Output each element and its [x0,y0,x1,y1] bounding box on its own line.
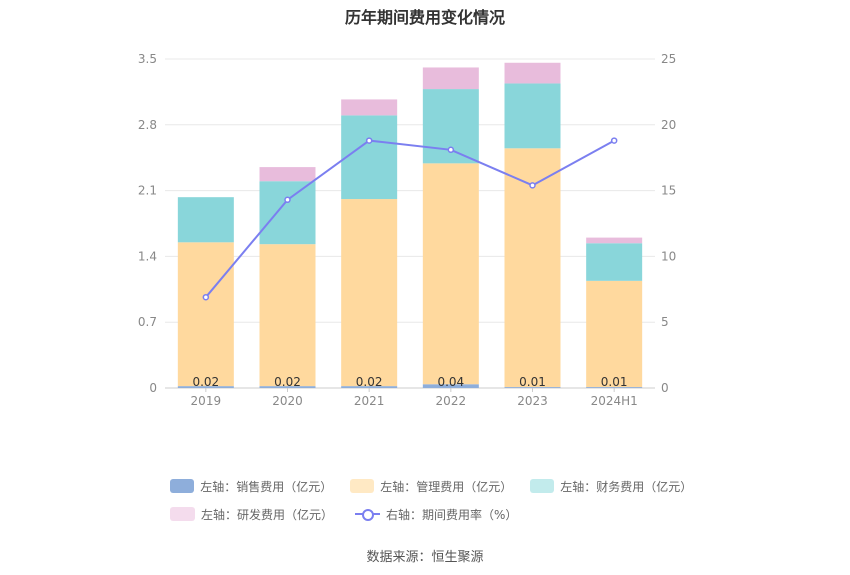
x-tick-label: 2023 [517,394,548,408]
data-label-sales: 0.02 [192,375,219,389]
chart-legend: 左轴：销售费用（亿元） 左轴：管理费用（亿元） 左轴：财务费用（亿元） 左轴：研… [170,472,710,528]
y-left-tick-label: 0.7 [138,315,157,329]
legend-label-sales: 左轴：销售费用（亿元） [200,479,333,494]
bar-rd [586,237,643,244]
legend-label-admin: 左轴：管理费用（亿元） [380,479,513,494]
bar-sales [177,386,234,388]
legend-item-rd[interactable]: 左轴：研发费用（亿元） [170,506,333,523]
x-tick-label: 2024H1 [591,394,638,408]
legend-label-rd: 左轴：研发费用（亿元） [201,507,334,522]
bar-rd [504,62,561,84]
legend-label-finance: 左轴：财务费用（亿元） [560,479,693,494]
bar-rd [259,167,316,182]
bar-rd [341,99,398,116]
legend-swatch-finance [530,479,555,493]
legend-item-rate[interactable]: 右轴：期间费用率（%） [355,506,517,523]
data-source: 数据来源：恒生聚源 [366,550,484,565]
legend-swatch-admin [350,479,375,493]
legend-swatch-rate [355,507,381,521]
bar-finance [177,197,234,243]
chart-title: 历年期间费用变化情况 [344,8,505,27]
y-left-tick-label: 2.8 [138,118,157,132]
legend-item-finance[interactable]: 左轴：财务费用（亿元） [530,478,693,495]
y-left-tick-label: 0 [149,381,157,395]
data-label-sales: 0.01 [601,375,628,389]
data-label-sales: 0.04 [437,375,464,389]
bar-finance [341,115,398,200]
bar-sales [422,384,479,388]
bar-rd [422,67,479,90]
y-right-tick-label: 5 [661,315,669,329]
bar-finance [504,83,561,149]
y-left-tick-label: 1.4 [138,249,157,263]
y-right-tick-label: 15 [661,184,676,198]
x-tick-label: 2021 [354,394,385,408]
bar-finance [259,181,316,245]
rate-point [529,182,536,189]
y-right-tick-label: 20 [661,118,676,132]
bar-admin [586,280,643,388]
rate-point [202,293,210,301]
bar-sales [341,386,398,388]
data-label-sales: 0.01 [519,375,546,389]
y-left-tick-label: 2.1 [138,184,157,198]
rate-line [205,139,615,298]
rate-point [365,137,373,144]
bar-admin [422,163,479,385]
bar-admin [341,199,398,387]
legend-swatch-sales [170,479,195,493]
x-tick-label: 2022 [436,394,467,408]
legend-item-sales[interactable]: 左轴：销售费用（亿元） [170,478,333,495]
y-right-tick-label: 25 [661,52,676,66]
bar-finance [586,243,643,281]
x-tick-label: 2020 [272,394,303,408]
y-left-tick-label: 3.5 [138,52,157,66]
bar-admin [259,244,316,387]
rate-point [610,137,618,144]
bar-sales [504,387,561,388]
bar-sales [586,387,643,388]
bar-admin [177,242,234,387]
legend-label-rate: 右轴：期间费用率（%） [386,507,518,522]
y-right-tick-label: 0 [661,381,669,395]
data-label-sales: 0.02 [274,375,301,389]
legend-item-admin[interactable]: 左轴：管理费用（亿元） [350,478,513,495]
rate-point [447,146,455,154]
legend-swatch-rd [170,507,195,521]
rate-point [284,196,291,204]
y-right-tick-label: 10 [661,249,676,263]
data-label-sales: 0.02 [356,375,383,389]
bar-sales [259,386,316,388]
x-tick-label: 2019 [191,394,222,408]
